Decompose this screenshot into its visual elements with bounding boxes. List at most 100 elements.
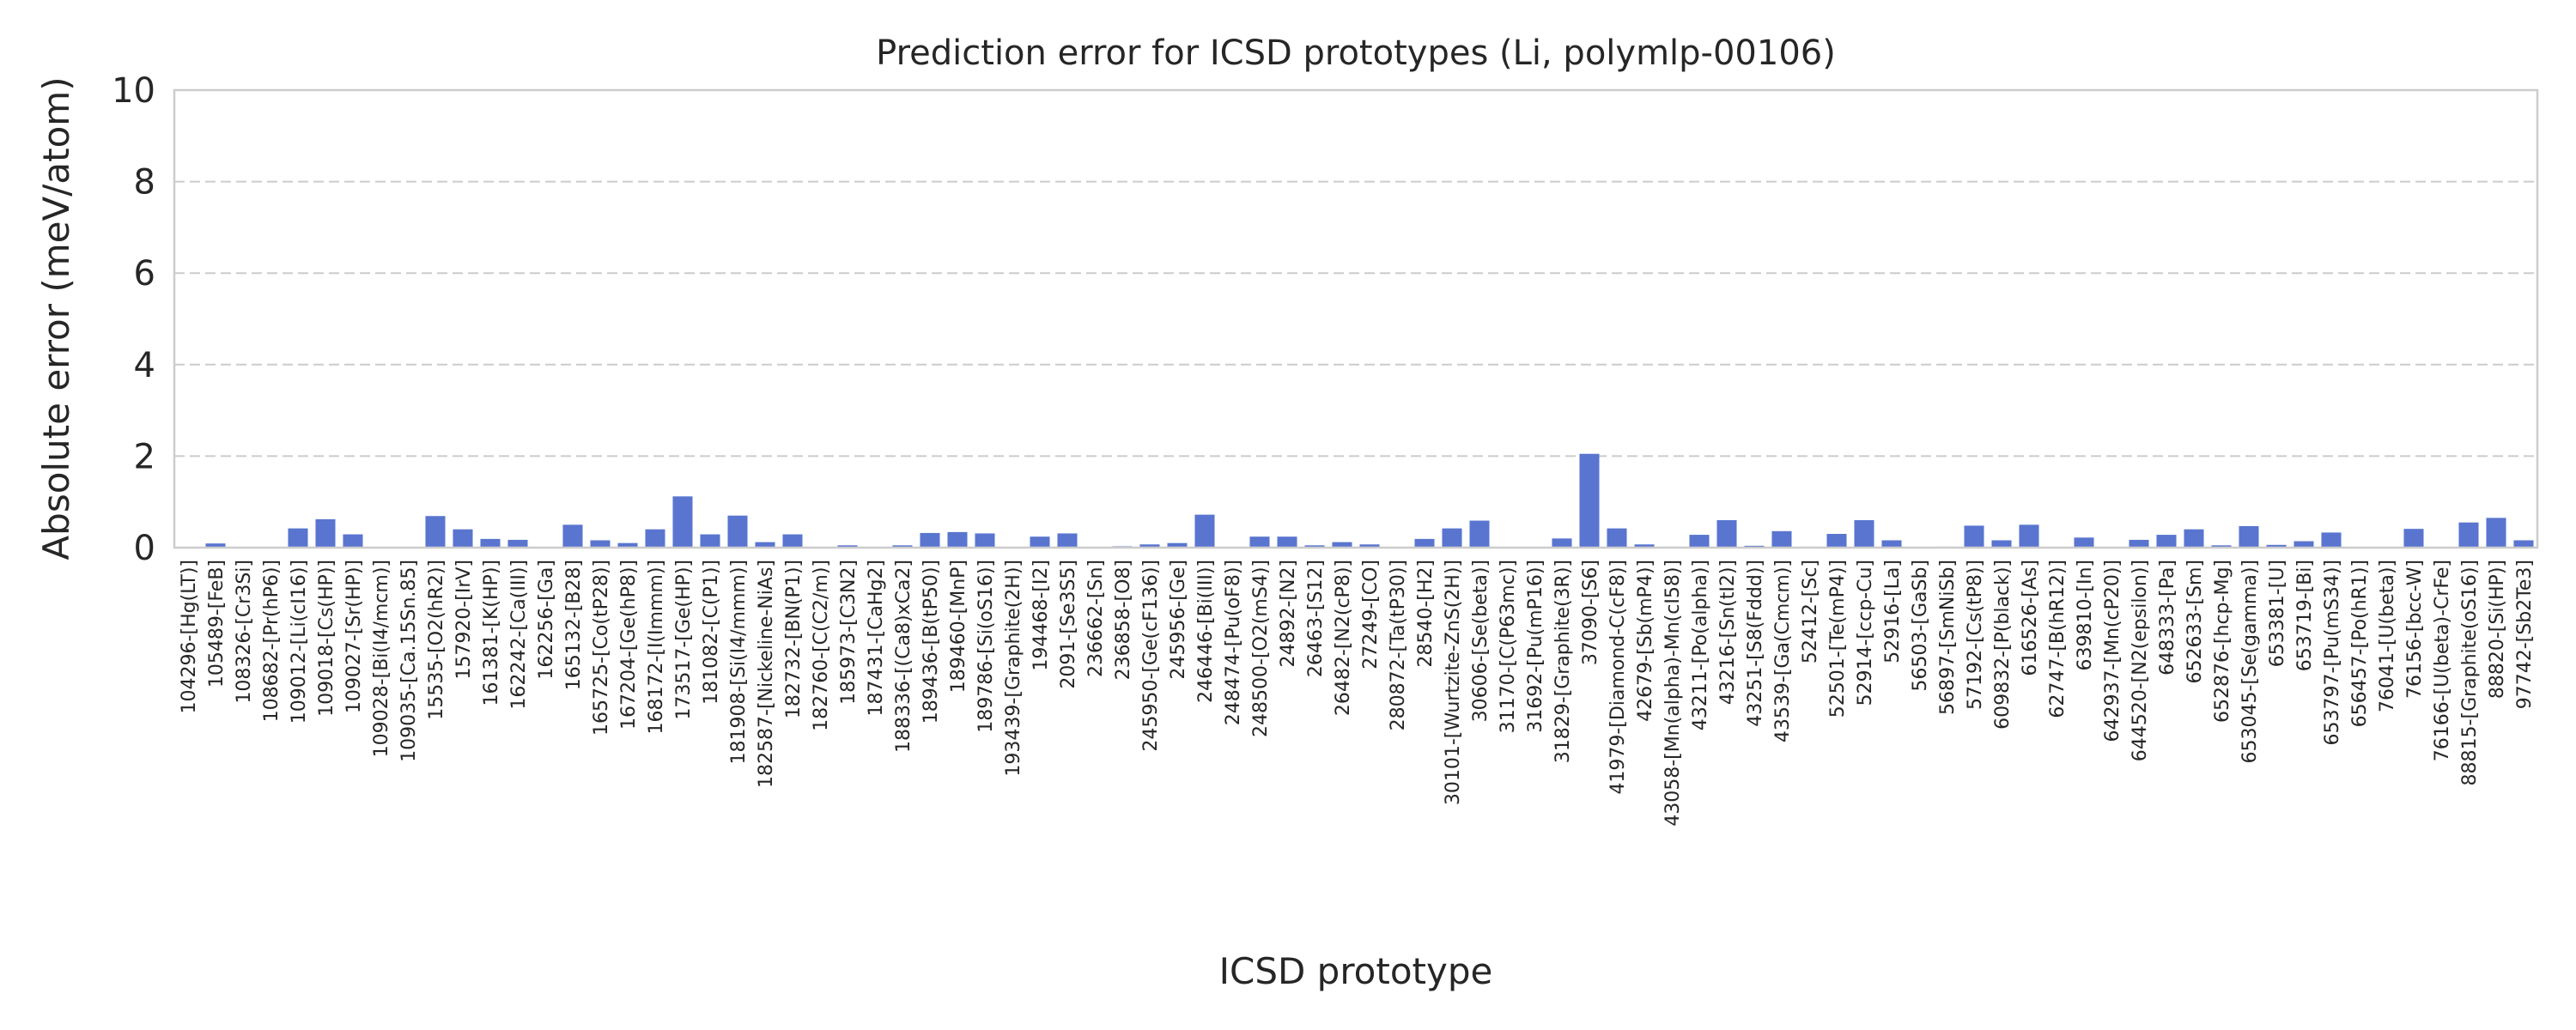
x-tick-label: 109018-[Cs(HP)] [316, 560, 337, 717]
x-axis-ticks: 104296-[Hg(LT)] 105489-[FeB] 108326-[Cr3Si… [179, 560, 2536, 827]
bar [672, 496, 693, 548]
x-tick-label: 182732-[BN(P1)] [783, 560, 805, 718]
x-tick-label: 31829-[Graphite(3R)] [1552, 560, 1574, 763]
x-tick-label: 182587-[Nickeline-NiAs] [756, 560, 777, 788]
bar [507, 539, 528, 548]
x-tick-label: 88820-[Si(HP)] [2487, 560, 2508, 699]
x-tick-label: 52501-[Te(mP4)] [1827, 560, 1849, 718]
x-tick-label: 181082-[C(P1)] [701, 560, 722, 705]
x-tick-label: 168172-[I(Immm)] [646, 560, 667, 735]
bar [1607, 528, 1627, 548]
x-tick-label: 105489-[FeB] [206, 560, 228, 688]
bar [727, 515, 748, 548]
x-tick-label: 52914-[ccp-Cu] [1855, 560, 1876, 706]
bar [2211, 545, 2232, 548]
x-tick-label: 653045-[Se(gamma)] [2239, 560, 2261, 764]
x-tick-label: 97742-[Sb2Te3] [2514, 560, 2536, 709]
x-tick-label: 188336-[(Ca8)xCa2] [893, 560, 914, 753]
x-tick-label: 43539-[Ga(Cmcm)] [1772, 560, 1794, 742]
x-tick-label: 182760-[C(C2/m)] [811, 560, 832, 731]
x-tick-label: 189460-[MnP] [948, 560, 969, 693]
x-tick-label: 15535-[O2(hR2)] [426, 560, 447, 720]
bar [315, 518, 336, 548]
bar [1414, 538, 1435, 548]
bar [1881, 540, 1902, 548]
y-axis-label: Absolute error (meV/atom) [35, 76, 77, 560]
plot-frame [173, 88, 2539, 549]
bar [343, 534, 363, 548]
bar [1359, 544, 1380, 548]
x-tick-label: 76041-[U(beta)] [2377, 560, 2398, 712]
x-tick-label: 245956-[Ge] [1168, 560, 1189, 680]
x-tick-label: 248474-[Pu(oF8)] [1223, 560, 1244, 725]
x-tick-label: 109028-[Bi(I4/mcm)] [371, 560, 392, 757]
bar [2293, 541, 2314, 548]
x-tick-label: 24892-[N2] [1278, 560, 1299, 668]
bar [1771, 530, 1792, 548]
bar [1332, 542, 1352, 548]
bar [2074, 537, 2094, 548]
bar [1194, 514, 1215, 548]
x-tick-label: 181908-[Si(I4/mmm)] [728, 560, 750, 765]
x-tick-label: 165132-[B28] [563, 560, 585, 690]
x-tick-label: 42679-[Sb(mP4)] [1635, 560, 1656, 722]
bar [755, 542, 775, 548]
x-tick-label: 653719-[Bi] [2294, 560, 2316, 671]
x-tick-label: 609832-[P(black)] [1992, 560, 2014, 730]
x-tick-label: 109027-[Sr(HP)] [343, 560, 365, 713]
bar [590, 540, 611, 548]
x-tick-label: 109012-[Li(cI16)] [289, 560, 310, 724]
x-tick-label: 52412-[Sc] [1800, 560, 1821, 663]
x-tick-label: 56897-[SmNiSb] [1937, 560, 1959, 715]
x-axis-label: ICSD prototype [1219, 950, 1493, 992]
x-tick-label: 62747-[B(hR12)] [2047, 560, 2069, 718]
bar [1689, 535, 1710, 548]
x-tick-label: 189786-[Si(oS16)] [975, 560, 997, 733]
x-tick-label: 644520-[N2(epsilon)] [2129, 560, 2151, 761]
x-tick-label: 639810-[In] [2075, 560, 2096, 671]
bar [1964, 525, 1984, 548]
y-axis-ticks: 0 2 4 6 8 10 [112, 71, 155, 568]
x-tick-label: 104296-[Hg(LT)] [179, 560, 200, 713]
y-tick-label: 6 [134, 254, 155, 294]
x-tick-label: 57192-[Cs(tP8)] [1965, 560, 1986, 710]
bar [1167, 542, 1188, 548]
x-tick-label: 162256-[Ga] [536, 560, 557, 680]
x-tick-label: 43216-[Sn(tI2)] [1717, 560, 1739, 705]
bar [2239, 525, 2259, 548]
x-tick-label: 56503-[GaSb] [1910, 560, 1931, 692]
bar [1991, 540, 2012, 548]
y-tick-label: 2 [134, 437, 155, 476]
bar [837, 545, 858, 548]
bar [2486, 518, 2506, 548]
x-tick-label: 157920-[IrV] [453, 560, 475, 680]
x-tick-label: 27249-[CO] [1360, 560, 1382, 670]
bars [205, 453, 2534, 548]
x-tick-label: 653381-[U] [2267, 560, 2288, 667]
bar [782, 534, 803, 548]
x-tick-label: 280872-[Ta(tP30)] [1388, 560, 1409, 730]
bar [2019, 524, 2039, 548]
bar [288, 528, 308, 548]
x-tick-label: 236858-[O8] [1113, 560, 1134, 680]
x-tick-label: 76166-[U(beta)-CrFe] [2432, 560, 2453, 761]
x-tick-label: 642937-[Mn(cP20)] [2102, 560, 2123, 742]
bar [947, 531, 968, 548]
x-tick-label: 173517-[Ge(HP)] [673, 560, 695, 720]
bar [2156, 535, 2177, 548]
y-tick-label: 4 [134, 346, 155, 385]
x-tick-label: 193439-[Graphite(2H)] [1003, 560, 1024, 777]
bar [1304, 545, 1325, 548]
x-tick-label: 161381-[K(HP)] [481, 560, 502, 706]
bar [975, 533, 995, 548]
bar [1854, 520, 1874, 548]
x-tick-label: 185973-[C3N2] [838, 560, 860, 705]
bar [1277, 536, 1297, 548]
x-tick-label: 28540-[H2] [1415, 560, 1437, 668]
x-tick-label: 245950-[Ge(cF136)] [1140, 560, 1162, 752]
x-tick-label: 43251-[S8(Fddd)] [1745, 560, 1766, 727]
x-tick-label: 648333-[Pa] [2157, 560, 2178, 676]
x-tick-label: 187431-[CaHg2] [866, 560, 887, 716]
x-tick-label: 653797-[Pu(mS34)] [2322, 560, 2343, 745]
